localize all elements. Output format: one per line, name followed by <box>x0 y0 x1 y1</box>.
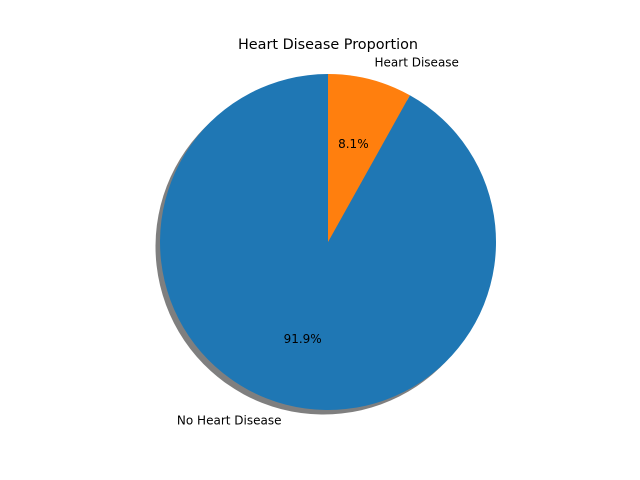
chart-title: Heart Disease Proportion <box>238 37 418 53</box>
pie-slices <box>160 74 497 410</box>
pie-slice-no-heart-disease <box>160 74 497 410</box>
slice-label-heart-disease: Heart Disease <box>375 56 459 70</box>
pie-slice-heart-disease <box>328 74 410 242</box>
pie-labels: No Heart Disease 91.9% Heart Disease 8.1% <box>177 56 459 428</box>
slice-percent-heart-disease: 8.1% <box>338 137 369 151</box>
slice-percent-no-heart-disease: 91.9% <box>284 332 322 346</box>
slice-label-no-heart-disease: No Heart Disease <box>177 413 282 427</box>
